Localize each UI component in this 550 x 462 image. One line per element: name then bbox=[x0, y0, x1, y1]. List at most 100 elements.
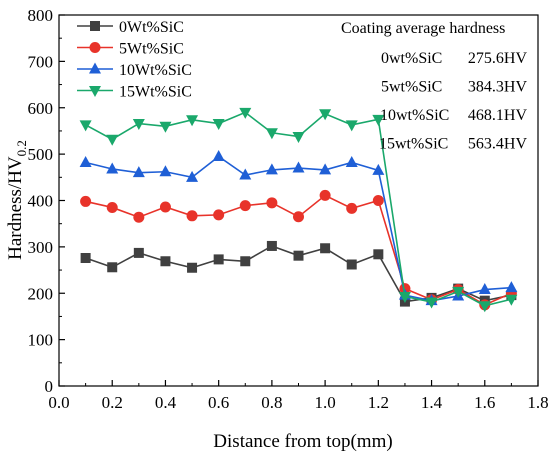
data-point bbox=[159, 201, 171, 213]
data-point bbox=[292, 132, 305, 144]
y-tick-label: 0 bbox=[45, 377, 54, 396]
legend-label: 0Wt%SiC bbox=[119, 19, 184, 36]
data-point bbox=[292, 161, 305, 173]
data-point bbox=[133, 247, 144, 258]
data-point bbox=[213, 209, 225, 221]
annotation-value: 384.3HV bbox=[468, 79, 528, 96]
x-axis-title: Distance from top(mm) bbox=[213, 431, 392, 452]
x-tick-label: 1.0 bbox=[314, 393, 335, 412]
x-tick-label: 1.4 bbox=[421, 393, 443, 412]
data-point bbox=[373, 249, 384, 260]
data-point bbox=[319, 163, 332, 175]
data-point bbox=[160, 256, 171, 267]
data-point bbox=[80, 253, 91, 264]
y-tick-label: 500 bbox=[28, 145, 54, 164]
data-point bbox=[240, 256, 251, 267]
legend-label: 5Wt%SiC bbox=[119, 41, 184, 58]
legend-marker bbox=[89, 86, 101, 97]
y-tick-label: 600 bbox=[28, 99, 54, 118]
legend-marker bbox=[89, 42, 101, 53]
legend-marker bbox=[90, 21, 100, 31]
data-point bbox=[398, 291, 411, 303]
x-tick-label: 0.0 bbox=[48, 393, 69, 412]
data-point bbox=[186, 170, 199, 182]
data-point bbox=[212, 119, 225, 131]
data-point bbox=[293, 211, 304, 223]
data-point bbox=[293, 250, 304, 261]
y-tick-label: 200 bbox=[28, 284, 54, 303]
x-tick-label: 0.4 bbox=[155, 393, 177, 412]
x-tick-labels: 0.0 0.2 0.4 0.6 0.8 1.0 1.2 1.4 1.6 1.8 bbox=[48, 393, 548, 412]
data-point bbox=[186, 115, 199, 127]
y-tick-label: 700 bbox=[28, 52, 54, 71]
data-point bbox=[266, 240, 277, 251]
data-point bbox=[239, 200, 251, 212]
legend: 0Wt%SiC 5Wt%SiC 10Wt%SiC 15Wt%SiC bbox=[77, 19, 192, 101]
annotation-value: 275.6HV bbox=[468, 50, 528, 67]
data-point bbox=[320, 243, 331, 254]
x-tick-label: 1.8 bbox=[527, 393, 548, 412]
x-tick-label: 1.6 bbox=[474, 393, 495, 412]
data-point bbox=[345, 120, 358, 132]
annotation-label: 10wt%SiC bbox=[380, 107, 449, 124]
data-point bbox=[239, 168, 252, 180]
x-tick-label: 0.8 bbox=[261, 393, 282, 412]
data-point bbox=[266, 197, 278, 209]
y-tick-label: 100 bbox=[28, 331, 54, 350]
legend-label: 15Wt%SiC bbox=[119, 84, 192, 101]
annotation-value: 563.4HV bbox=[468, 136, 528, 153]
data-point bbox=[319, 109, 332, 121]
y-axis-title-subscript: 0.2 bbox=[14, 140, 29, 156]
data-point bbox=[345, 155, 358, 167]
data-point bbox=[213, 254, 224, 265]
data-point bbox=[212, 149, 225, 161]
series-line bbox=[85, 155, 512, 302]
series-layer bbox=[79, 107, 518, 313]
y-tick-label: 400 bbox=[28, 192, 54, 211]
data-point bbox=[239, 107, 252, 119]
data-point bbox=[79, 120, 92, 132]
data-point bbox=[319, 189, 331, 201]
data-point bbox=[265, 128, 278, 140]
data-point bbox=[132, 119, 145, 131]
data-point bbox=[346, 259, 357, 270]
axis-ticks bbox=[58, 14, 539, 387]
legend-marker bbox=[89, 62, 101, 74]
data-point bbox=[132, 166, 145, 178]
data-point bbox=[80, 195, 92, 207]
y-axis-title-main: Hardness/HV bbox=[5, 156, 26, 260]
data-point bbox=[186, 210, 198, 222]
series-3 bbox=[79, 107, 518, 313]
annotation-label: 5wt%SiC bbox=[381, 79, 442, 96]
annotation-label: 15wt%SiC bbox=[379, 136, 448, 153]
annotation-value: 468.1HV bbox=[468, 107, 528, 124]
data-point bbox=[452, 286, 465, 298]
data-point bbox=[265, 163, 278, 175]
hardness-annotation: Coating average hardness 0wt%SiC 275.6HV 5w… bbox=[341, 20, 527, 153]
data-point bbox=[505, 294, 518, 306]
x-tick-label: 1.2 bbox=[368, 393, 389, 412]
y-tick-label: 800 bbox=[28, 6, 54, 25]
data-point bbox=[106, 162, 119, 174]
data-point bbox=[159, 165, 172, 177]
x-tick-label: 0.2 bbox=[102, 393, 123, 412]
x-tick-label: 0.6 bbox=[208, 393, 229, 412]
data-point bbox=[372, 195, 384, 206]
data-point bbox=[133, 211, 145, 223]
data-point bbox=[107, 262, 118, 273]
data-point bbox=[159, 121, 172, 133]
data-point bbox=[346, 202, 358, 214]
series-1 bbox=[80, 189, 517, 311]
data-point bbox=[372, 114, 385, 126]
y-tick-labels: 0 100 200 300 400 500 600 700 800 bbox=[28, 6, 54, 396]
data-point bbox=[187, 262, 198, 273]
series-2 bbox=[79, 149, 518, 306]
annotation-title: Coating average hardness bbox=[341, 20, 505, 37]
data-point bbox=[106, 134, 119, 146]
y-tick-label: 300 bbox=[28, 238, 54, 257]
data-point bbox=[79, 155, 92, 167]
data-point bbox=[372, 163, 385, 175]
y-axis-title: Hardness/HV0.2 bbox=[5, 140, 29, 260]
data-point bbox=[478, 301, 491, 313]
